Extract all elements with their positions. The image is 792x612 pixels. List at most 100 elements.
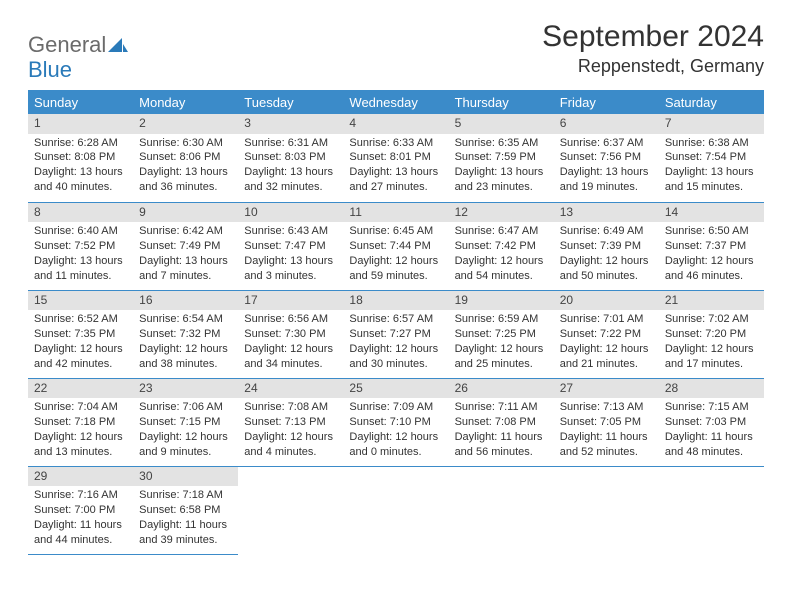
day-details: Sunrise: 7:09 AMSunset: 7:10 PMDaylight:… [343, 398, 448, 463]
day-details: Sunrise: 7:02 AMSunset: 7:20 PMDaylight:… [659, 310, 764, 375]
day-details: Sunrise: 6:42 AMSunset: 7:49 PMDaylight:… [133, 222, 238, 287]
day-details: Sunrise: 6:31 AMSunset: 8:03 PMDaylight:… [238, 134, 343, 199]
calendar-day-cell: 9Sunrise: 6:42 AMSunset: 7:49 PMDaylight… [133, 202, 238, 290]
day-number: 27 [554, 379, 659, 399]
day-number: 25 [343, 379, 448, 399]
day-details: Sunrise: 6:40 AMSunset: 7:52 PMDaylight:… [28, 222, 133, 287]
day-number: 6 [554, 114, 659, 134]
day-number: 10 [238, 203, 343, 223]
day-details: Sunrise: 6:35 AMSunset: 7:59 PMDaylight:… [449, 134, 554, 199]
sunrise-text: Sunrise: 6:30 AM [139, 136, 232, 151]
day-details: Sunrise: 6:43 AMSunset: 7:47 PMDaylight:… [238, 222, 343, 287]
sunrise-text: Sunrise: 6:38 AM [665, 136, 758, 151]
sunset-text: Sunset: 7:39 PM [560, 239, 653, 254]
sunrise-text: Sunrise: 6:43 AM [244, 224, 337, 239]
day-number: 11 [343, 203, 448, 223]
sail-icon [108, 36, 128, 57]
calendar-day-cell [238, 466, 343, 554]
daylight-text-1: Daylight: 12 hours [34, 342, 127, 357]
daylight-text-1: Daylight: 12 hours [560, 342, 653, 357]
day-number: 4 [343, 114, 448, 134]
day-details: Sunrise: 6:59 AMSunset: 7:25 PMDaylight:… [449, 310, 554, 375]
day-number: 1 [28, 114, 133, 134]
calendar-day-cell: 14Sunrise: 6:50 AMSunset: 7:37 PMDayligh… [659, 202, 764, 290]
weekday-header-row: Sunday Monday Tuesday Wednesday Thursday… [28, 91, 764, 115]
day-details: Sunrise: 7:18 AMSunset: 6:58 PMDaylight:… [133, 486, 238, 551]
sunrise-text: Sunrise: 7:06 AM [139, 400, 232, 415]
day-details: Sunrise: 6:45 AMSunset: 7:44 PMDaylight:… [343, 222, 448, 287]
sunset-text: Sunset: 7:20 PM [665, 327, 758, 342]
page-header: General Blue September 2024 Reppenstedt,… [28, 20, 764, 82]
day-details: Sunrise: 6:54 AMSunset: 7:32 PMDaylight:… [133, 310, 238, 375]
brand-logo: General Blue [28, 20, 128, 82]
weekday-header: Thursday [449, 91, 554, 115]
sunset-text: Sunset: 8:01 PM [349, 150, 442, 165]
brand-logo-text: General Blue [28, 34, 128, 82]
daylight-text-1: Daylight: 11 hours [560, 430, 653, 445]
calendar-day-cell: 2Sunrise: 6:30 AMSunset: 8:06 PMDaylight… [133, 114, 238, 202]
daylight-text-2: and 56 minutes. [455, 445, 548, 460]
daylight-text-2: and 0 minutes. [349, 445, 442, 460]
daylight-text-2: and 21 minutes. [560, 357, 653, 372]
calendar-day-cell: 3Sunrise: 6:31 AMSunset: 8:03 PMDaylight… [238, 114, 343, 202]
daylight-text-2: and 19 minutes. [560, 180, 653, 195]
daylight-text-2: and 38 minutes. [139, 357, 232, 372]
sunrise-text: Sunrise: 6:37 AM [560, 136, 653, 151]
sunset-text: Sunset: 7:30 PM [244, 327, 337, 342]
daylight-text-1: Daylight: 13 hours [34, 254, 127, 269]
weekday-header: Monday [133, 91, 238, 115]
day-details: Sunrise: 7:15 AMSunset: 7:03 PMDaylight:… [659, 398, 764, 463]
day-number: 29 [28, 467, 133, 487]
daylight-text-1: Daylight: 12 hours [349, 342, 442, 357]
day-details: Sunrise: 7:13 AMSunset: 7:05 PMDaylight:… [554, 398, 659, 463]
daylight-text-1: Daylight: 12 hours [349, 430, 442, 445]
sunrise-text: Sunrise: 6:59 AM [455, 312, 548, 327]
sunrise-text: Sunrise: 6:50 AM [665, 224, 758, 239]
sunrise-text: Sunrise: 7:11 AM [455, 400, 548, 415]
weekday-header: Saturday [659, 91, 764, 115]
daylight-text-2: and 4 minutes. [244, 445, 337, 460]
calendar-day-cell: 4Sunrise: 6:33 AMSunset: 8:01 PMDaylight… [343, 114, 448, 202]
calendar-day-cell: 11Sunrise: 6:45 AMSunset: 7:44 PMDayligh… [343, 202, 448, 290]
calendar-day-cell: 26Sunrise: 7:11 AMSunset: 7:08 PMDayligh… [449, 378, 554, 466]
daylight-text-1: Daylight: 13 hours [139, 165, 232, 180]
calendar-day-cell: 25Sunrise: 7:09 AMSunset: 7:10 PMDayligh… [343, 378, 448, 466]
daylight-text-1: Daylight: 13 hours [665, 165, 758, 180]
calendar-day-cell [343, 466, 448, 554]
daylight-text-1: Daylight: 11 hours [139, 518, 232, 533]
day-details: Sunrise: 7:16 AMSunset: 7:00 PMDaylight:… [28, 486, 133, 551]
sunrise-text: Sunrise: 6:33 AM [349, 136, 442, 151]
sunset-text: Sunset: 7:47 PM [244, 239, 337, 254]
sunset-text: Sunset: 7:10 PM [349, 415, 442, 430]
sunrise-text: Sunrise: 6:35 AM [455, 136, 548, 151]
sunset-text: Sunset: 7:44 PM [349, 239, 442, 254]
day-number: 26 [449, 379, 554, 399]
day-number: 15 [28, 291, 133, 311]
daylight-text-2: and 27 minutes. [349, 180, 442, 195]
daylight-text-1: Daylight: 12 hours [244, 430, 337, 445]
sunrise-text: Sunrise: 7:02 AM [665, 312, 758, 327]
day-number: 3 [238, 114, 343, 134]
sunset-text: Sunset: 7:37 PM [665, 239, 758, 254]
calendar-day-cell [659, 466, 764, 554]
sunset-text: Sunset: 7:03 PM [665, 415, 758, 430]
day-details: Sunrise: 6:33 AMSunset: 8:01 PMDaylight:… [343, 134, 448, 199]
calendar-page: General Blue September 2024 Reppenstedt,… [0, 0, 792, 555]
sunset-text: Sunset: 7:15 PM [139, 415, 232, 430]
sunrise-text: Sunrise: 7:08 AM [244, 400, 337, 415]
sunset-text: Sunset: 7:13 PM [244, 415, 337, 430]
daylight-text-1: Daylight: 12 hours [139, 342, 232, 357]
sunrise-text: Sunrise: 6:54 AM [139, 312, 232, 327]
calendar-day-cell: 7Sunrise: 6:38 AMSunset: 7:54 PMDaylight… [659, 114, 764, 202]
sunrise-text: Sunrise: 7:16 AM [34, 488, 127, 503]
sunset-text: Sunset: 7:49 PM [139, 239, 232, 254]
calendar-day-cell: 1Sunrise: 6:28 AMSunset: 8:08 PMDaylight… [28, 114, 133, 202]
brand-word2: Blue [28, 57, 72, 82]
daylight-text-1: Daylight: 11 hours [665, 430, 758, 445]
daylight-text-1: Daylight: 12 hours [139, 430, 232, 445]
sunset-text: Sunset: 7:32 PM [139, 327, 232, 342]
calendar-day-cell: 28Sunrise: 7:15 AMSunset: 7:03 PMDayligh… [659, 378, 764, 466]
daylight-text-2: and 46 minutes. [665, 269, 758, 284]
day-details: Sunrise: 7:04 AMSunset: 7:18 PMDaylight:… [28, 398, 133, 463]
sunrise-text: Sunrise: 6:56 AM [244, 312, 337, 327]
